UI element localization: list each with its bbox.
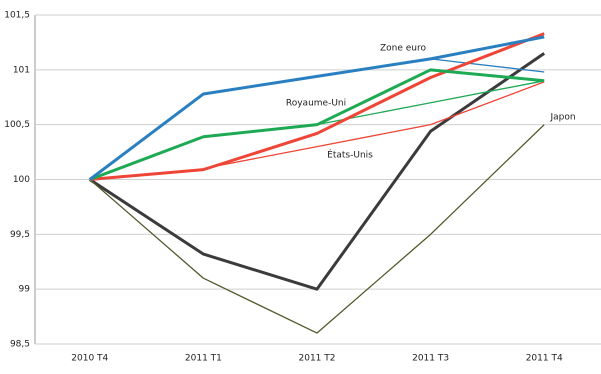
series-line bbox=[88, 35, 545, 181]
series-line bbox=[89, 68, 545, 181]
y-tick-label: 99,5 bbox=[10, 230, 30, 240]
x-tick-label: 2011 T4 bbox=[526, 354, 563, 364]
x-tick-label: 2010 T4 bbox=[71, 354, 108, 364]
series-line bbox=[203, 81, 545, 170]
series-line bbox=[89, 32, 545, 181]
series-line bbox=[316, 80, 545, 126]
x-tick-label: 2011 T2 bbox=[299, 354, 336, 364]
series-line bbox=[430, 58, 545, 73]
series-line bbox=[88, 52, 546, 291]
series-line bbox=[89, 124, 545, 334]
series-label: Japon bbox=[549, 113, 575, 123]
series-label: Royaume-Uni bbox=[286, 99, 346, 109]
series-label: États-Unis bbox=[327, 149, 373, 161]
x-tick-label: 2011 T1 bbox=[185, 354, 222, 364]
y-tick-label: 100,5 bbox=[4, 120, 30, 130]
y-tick-label: 101,5 bbox=[4, 11, 30, 21]
series-label: Zone euro bbox=[380, 44, 427, 54]
y-tick-label: 99 bbox=[19, 285, 31, 295]
y-tick-label: 100 bbox=[13, 175, 30, 185]
x-tick-label: 2011 T3 bbox=[412, 354, 449, 364]
y-tick-label: 101 bbox=[13, 65, 30, 75]
y-tick-label: 98,5 bbox=[10, 340, 30, 350]
